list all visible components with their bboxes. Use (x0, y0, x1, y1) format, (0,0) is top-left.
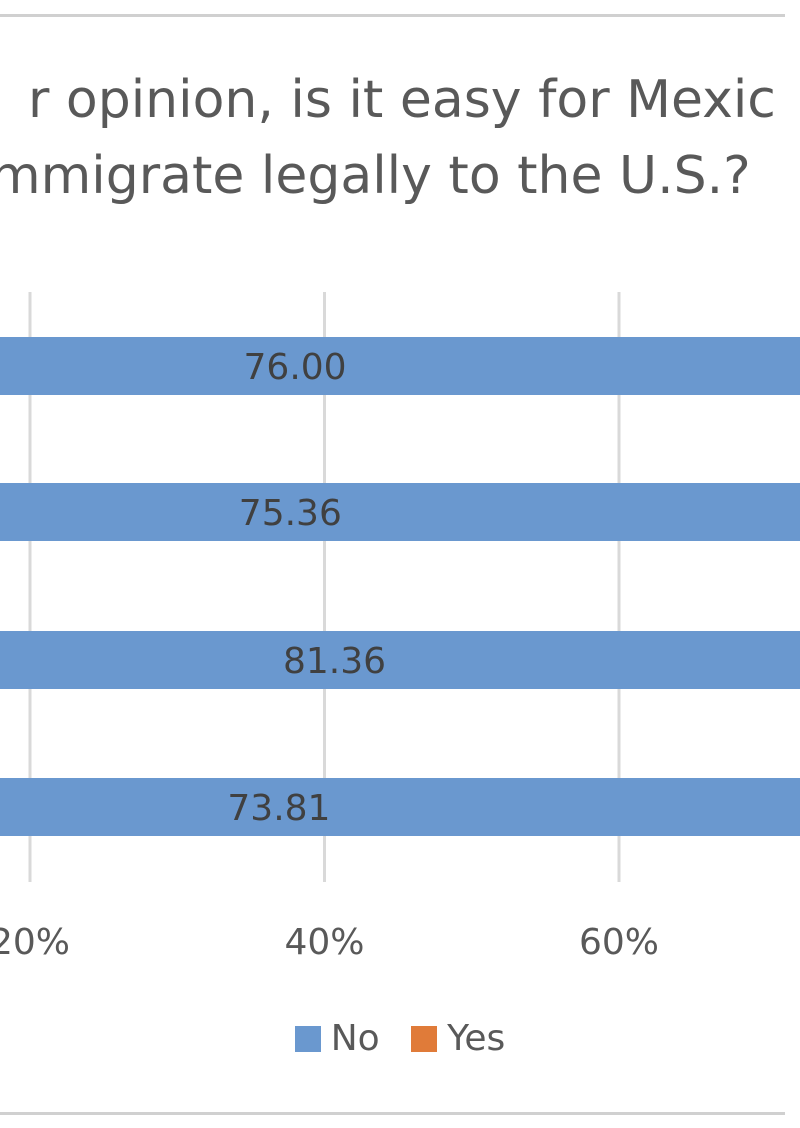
chart-frame-top (0, 14, 785, 17)
legend-label-no: No (330, 1018, 380, 1059)
bar-label-no-2: 75.36 (239, 493, 342, 534)
chart-title: r opinion, is it easy for Mexic mmigrate… (0, 62, 800, 214)
bar-label-no-4: 73.81 (227, 788, 330, 829)
x-tick-label: 40% (284, 922, 364, 963)
bar-no-1 (0, 337, 800, 395)
x-tick-label: 60% (579, 922, 659, 963)
bar-no-4 (0, 778, 800, 836)
legend-swatch-no (294, 1026, 321, 1052)
legend-label-yes: Yes (447, 1018, 506, 1059)
bar-label-no-3: 81.36 (283, 641, 386, 682)
x-tick-label: 20% (0, 922, 70, 963)
legend: No Yes (0, 1018, 800, 1059)
bar-no-2 (0, 483, 800, 541)
legend-item-no: No (294, 1018, 380, 1059)
chart-title-line-2: mmigrate legally to the U.S.? (0, 146, 751, 206)
chart-frame-bottom (0, 1112, 785, 1115)
bar-label-no-1: 76.00 (244, 347, 347, 388)
chart-title-line-1: r opinion, is it easy for Mexic (28, 70, 776, 130)
legend-swatch-yes (411, 1026, 438, 1052)
bar-no-3 (0, 631, 800, 689)
legend-item-yes: Yes (411, 1018, 505, 1059)
